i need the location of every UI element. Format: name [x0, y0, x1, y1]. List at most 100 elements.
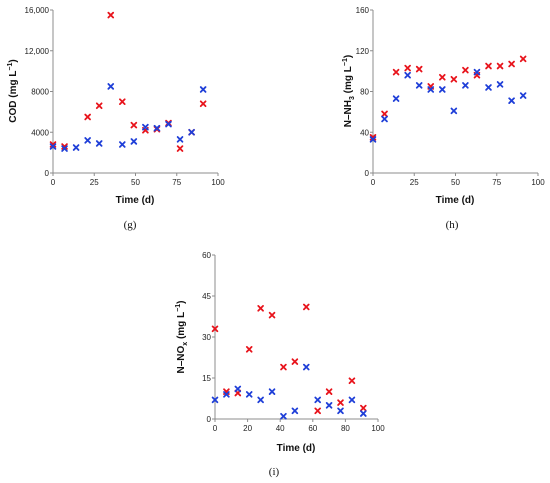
chart-i-point-red [257, 305, 264, 312]
chart-h-point-red [404, 64, 411, 72]
chart-h-ytick-label: 80 [360, 88, 369, 97]
chart-i-ylabel: N–NOx (mg L−1) [175, 300, 189, 373]
chart-g-point-blue [61, 145, 68, 152]
chart-i-point-red [314, 407, 321, 415]
chart-i-point-blue [302, 363, 310, 371]
chart-g-xlabel: Time (d) [116, 195, 155, 206]
chart-h-xtick-label: 25 [410, 178, 419, 187]
chart-i-ytick-label: 30 [202, 333, 211, 342]
chart-h-point-blue [415, 82, 423, 89]
chart-g-point-blue [165, 120, 172, 128]
chart-i-point-blue [268, 388, 276, 395]
chart-i-xtick-label: 100 [371, 424, 385, 433]
chart-h-ytick-label: 120 [356, 47, 370, 56]
chart-g-xtick-label: 25 [90, 178, 99, 187]
chart-i-point-blue [223, 391, 230, 398]
chart-g-panel-label: (g) [124, 219, 137, 231]
chart-i-xtick-label: 80 [341, 424, 350, 433]
chart-i-xtick-label: 20 [243, 424, 252, 433]
chart-i-ytick-label: 45 [202, 292, 211, 301]
chart-i-point-blue [245, 391, 253, 398]
chart-h-point-blue [427, 86, 435, 93]
chart-i-point-red [302, 303, 310, 311]
chart-g-ytick-label: 16,000 [25, 6, 50, 15]
chart-i-point-red [360, 404, 367, 412]
chart-g-point-blue [176, 136, 184, 143]
chart-h-point-red [415, 65, 423, 73]
chart-i-point-red [280, 363, 287, 371]
chart-i-point-red [325, 388, 333, 395]
chart-h-point-blue [392, 95, 400, 102]
chart-g-point-red [130, 121, 138, 129]
chart-h-point-blue [508, 97, 515, 104]
chart-h-point-blue [381, 115, 388, 123]
chart-h-xtick-label: 100 [531, 178, 545, 187]
chart-h-point-red [485, 62, 492, 70]
chart-i-point-blue [257, 396, 264, 404]
chart-i-point-red [348, 377, 356, 385]
chart-h-ylabel: N–NH3 (mg L−1) [342, 55, 356, 127]
chart-g-point-blue [142, 123, 149, 131]
chart-g-xtick-label: 100 [211, 178, 225, 187]
chart-h-panel-label: (h) [446, 219, 459, 231]
chart-g-ytick-label: 4000 [31, 128, 49, 137]
chart-i-point-red [211, 325, 219, 333]
chart-i-xtick-label: 0 [213, 424, 218, 433]
chart-h-point-blue [485, 84, 492, 91]
chart-g-point-blue [119, 141, 126, 148]
chart-h: N–NH3 (mg L−1) Time (d) (h) 0 40 80 120 160 0… [342, 6, 545, 231]
chart-g-ytick-label: 0 [45, 169, 50, 178]
chart-g-point-blue [188, 128, 195, 136]
chart-i-xtick-label: 40 [276, 424, 285, 433]
chart-h-point-blue [473, 68, 481, 76]
chart-g-point-red [199, 100, 207, 108]
chart-h-point-blue [439, 86, 446, 93]
chart-g-point-red [176, 145, 184, 152]
chart-i-point-red [268, 311, 276, 319]
chart-i-point-blue [360, 410, 367, 417]
chart-h-xtick-label: 0 [371, 178, 376, 187]
chart-g-ylabel: COD (mg L−1) [7, 59, 19, 123]
chart-g-point-blue [72, 144, 80, 151]
chart-i-point-blue [211, 396, 219, 404]
chart-i-point-blue [337, 407, 344, 415]
chart-h-point-red [392, 68, 400, 76]
chart-i-point-red [245, 346, 253, 353]
chart-i-point-blue [348, 396, 356, 404]
chart-g-point-blue [49, 143, 57, 150]
chart-g-point-red [119, 98, 126, 105]
chart-g-xtick-label: 75 [172, 178, 181, 187]
chart-h-point-red [381, 110, 388, 118]
chart-h-point-red [496, 62, 504, 70]
chart-h-xtick-label: 75 [492, 178, 501, 187]
chart-i-point-red [291, 358, 299, 365]
chart-h-ytick-label: 40 [360, 128, 369, 137]
chart-i-ytick-label: 15 [202, 374, 211, 383]
chart-g: COD (mg L−1) Time (d) (g) 0 4000 8000 12,00… [7, 6, 225, 231]
chart-i-point-red [337, 399, 344, 406]
chart-g-xtick-label: 0 [51, 178, 56, 187]
chart-i-point-blue [234, 385, 242, 393]
chart-h-point-red [450, 75, 458, 83]
chart-i-point-blue [291, 407, 299, 415]
chart-i-ytick-label: 60 [202, 251, 211, 260]
chart-g-point-blue [153, 124, 161, 132]
chart-h-point-blue [462, 82, 469, 89]
chart-h-point-blue [496, 81, 504, 88]
chart-g-point-red [95, 102, 103, 110]
chart-g-point-red [107, 11, 115, 19]
chart-h-ytick-label: 0 [365, 169, 370, 178]
chart-h-point-blue [404, 71, 411, 79]
chart-g-point-blue [130, 138, 138, 145]
chart-h-point-blue [369, 136, 377, 143]
chart-i-panel-label: (i) [269, 466, 280, 478]
chart-i: N–NOx (mg L−1) Time (d) (i) 0 15 30 45 60 0 20… [175, 251, 385, 478]
chart-g-point-blue [84, 137, 91, 144]
chart-g-point-blue [107, 83, 115, 90]
chart-g-point-blue [95, 140, 103, 147]
chart-i-xtick-label: 60 [308, 424, 317, 433]
chart-i-point-blue [314, 396, 321, 404]
chart-h-xlabel: Time (d) [436, 195, 475, 206]
chart-h-xtick-label: 50 [451, 178, 460, 187]
